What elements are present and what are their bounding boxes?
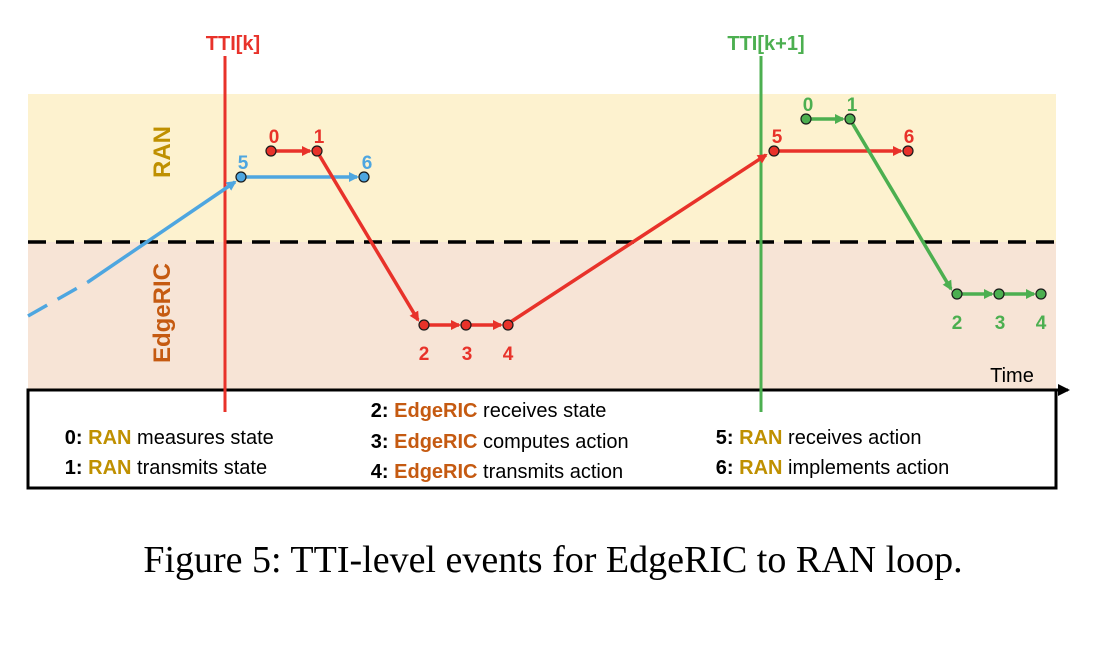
legend-item-3-entity: EdgeRIC: [394, 431, 477, 453]
blue-node-6: [358, 171, 370, 183]
legend-item-3-text: computes action: [477, 431, 628, 453]
legend-item-2-entity: EdgeRIC: [394, 400, 477, 422]
legend-item-0-num: 0: [65, 427, 76, 449]
legend-item-5-num: 5: [716, 427, 727, 449]
green-node-2: [951, 288, 963, 300]
legend-item-6-entity: RAN: [739, 457, 782, 479]
tti-k-label: TTI[k]: [206, 33, 260, 55]
green-node-4: [1035, 288, 1047, 300]
red-label-2: 2: [419, 344, 430, 365]
red-arrow-1-2: [316, 152, 420, 322]
legend-item-0: 0: RAN measures state: [37, 427, 290, 449]
blue-incoming-dashed: [27, 280, 89, 318]
legend-item-0-sep: :: [76, 427, 88, 449]
legend-item-6: 6: RAN implements action: [688, 457, 966, 479]
blue-node-5: [235, 171, 247, 183]
legend-item-4-entity: EdgeRIC: [394, 461, 477, 483]
green-node-1: [844, 113, 856, 125]
figure-caption: Figure 5: TTI-level events for EdgeRIC t…: [143, 539, 963, 581]
red-label-4: 4: [503, 344, 514, 365]
green-label-3: 3: [995, 313, 1006, 334]
legend-item-3-num: 3: [371, 431, 382, 453]
legend-box: [26, 388, 1058, 490]
ran-zone: [28, 94, 1056, 242]
red-label-5: 5: [772, 127, 783, 148]
blue-label-6: 6: [362, 153, 373, 174]
legend-item-1-sep: :: [76, 457, 88, 479]
green-arrow-1-2: [849, 120, 953, 291]
legend-item-2-sep: :: [382, 400, 394, 422]
legend-item-6-sep: :: [727, 457, 739, 479]
legend-item-3: 3: EdgeRIC computes action: [343, 431, 645, 453]
red-label-6: 6: [904, 127, 915, 148]
legend-item-0-entity: RAN: [88, 427, 131, 449]
ran-zone-label: RAN: [149, 126, 176, 178]
red-arrow-4-5: [508, 153, 768, 325]
red-node-0: [265, 145, 277, 157]
legend-item-4: 4: EdgeRIC transmits action: [343, 461, 640, 483]
blue-incoming-arrow: [87, 180, 237, 284]
red-node-4: [502, 319, 514, 331]
legend-item-4-num: 4: [371, 461, 383, 483]
red-node-5: [768, 145, 780, 157]
time-axis-label: Time: [990, 365, 1034, 387]
legend-item-2-text: receives state: [477, 400, 606, 422]
legend-item-2-num: 2: [371, 400, 382, 422]
green-label-2: 2: [952, 313, 963, 334]
legend-item-4-text: transmits action: [477, 461, 623, 483]
blue-label-5: 5: [238, 153, 249, 174]
legend-item-0-text: measures state: [131, 427, 273, 449]
legend-item-1-num: 1: [65, 457, 76, 479]
green-label-1: 1: [847, 95, 858, 116]
red-label-3: 3: [462, 344, 473, 365]
legend-item-1-entity: RAN: [88, 457, 131, 479]
red-label-1: 1: [314, 127, 325, 148]
red-node-3: [460, 319, 472, 331]
legend-item-5-sep: :: [727, 427, 739, 449]
legend-item-1: 1: RAN transmits state: [37, 457, 284, 479]
green-node-0: [800, 113, 812, 125]
legend-item-6-num: 6: [716, 457, 727, 479]
legend-item-5-text: receives action: [782, 427, 921, 449]
legend-item-3-sep: :: [382, 431, 394, 453]
red-node-6: [902, 145, 914, 157]
legend-item-1-text: transmits state: [131, 457, 267, 479]
legend-item-2: 2: EdgeRIC receives state: [343, 400, 623, 422]
legend-item-6-text: implements action: [782, 457, 949, 479]
legend-item-4-sep: :: [382, 461, 394, 483]
red-node-1: [311, 145, 323, 157]
red-label-0: 0: [269, 127, 280, 148]
green-label-0: 0: [803, 95, 814, 116]
legend-item-5: 5: RAN receives action: [688, 427, 938, 449]
legend-item-5-entity: RAN: [739, 427, 782, 449]
edgeric-zone: [28, 242, 1056, 390]
tti-k1-label: TTI[k+1]: [727, 33, 804, 55]
green-label-4: 4: [1036, 313, 1047, 334]
green-node-3: [993, 288, 1005, 300]
red-node-2: [418, 319, 430, 331]
edgeric-zone-label: EdgeRIC: [149, 263, 176, 363]
